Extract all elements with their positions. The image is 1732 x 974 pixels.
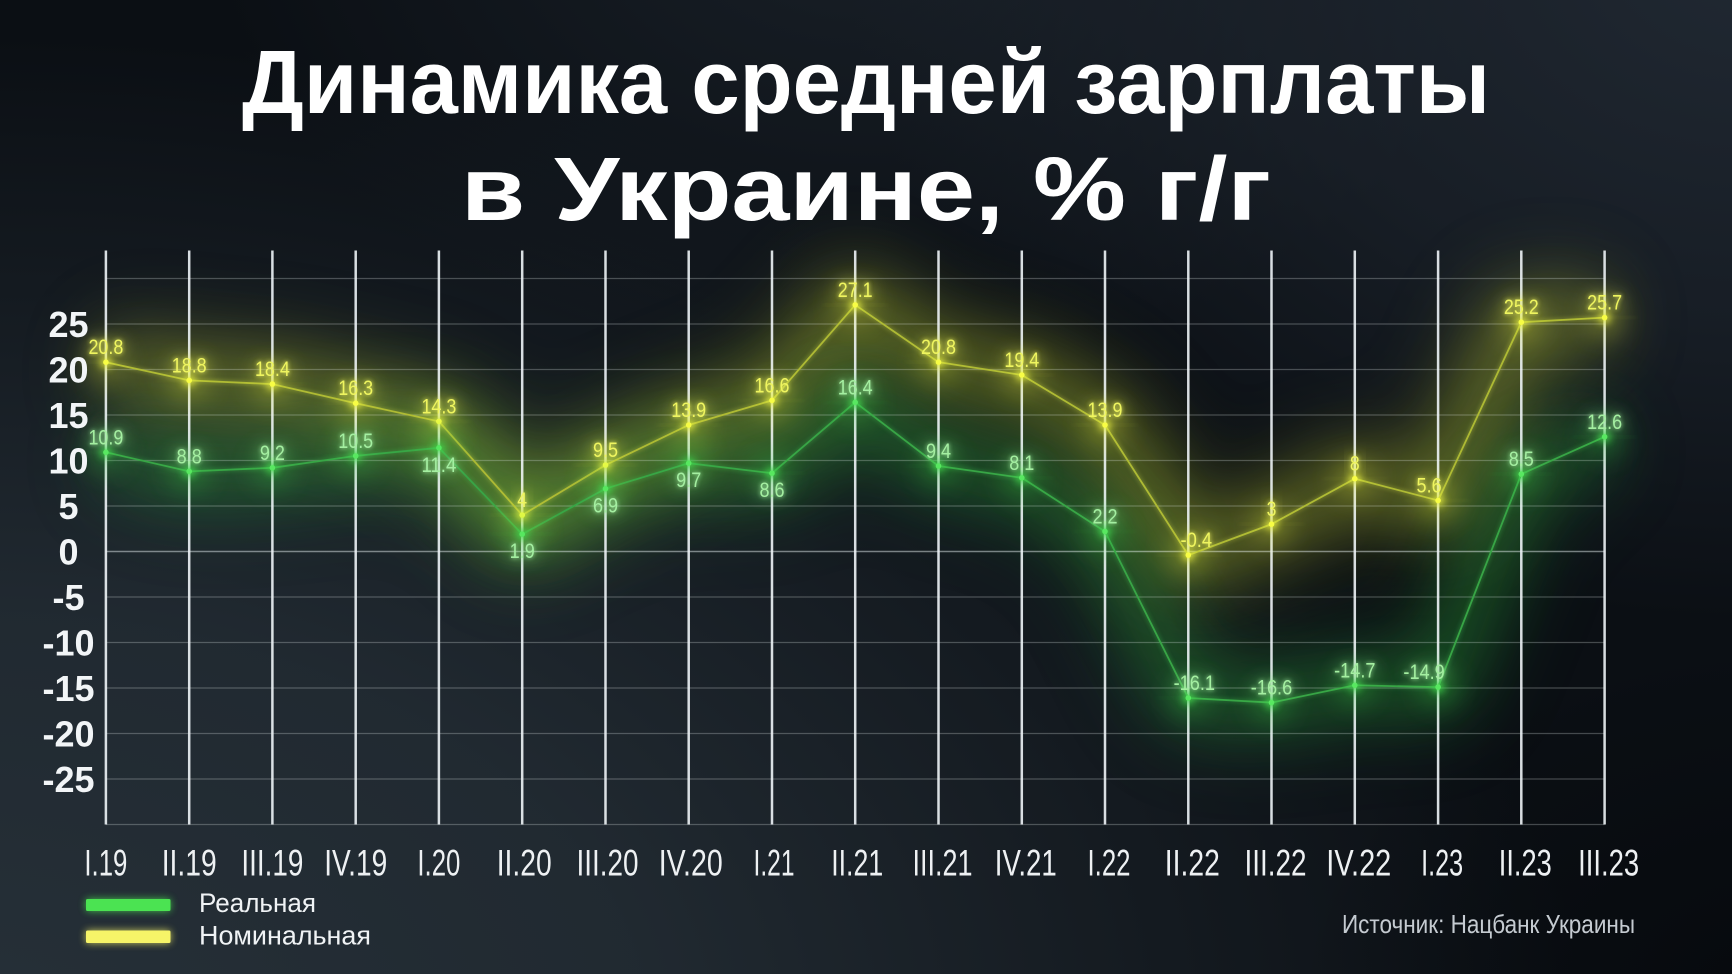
- svg-text:I.22: I.22: [1088, 843, 1131, 884]
- svg-text:5.6: 5.6: [1417, 475, 1442, 498]
- svg-text:15: 15: [48, 395, 88, 436]
- svg-text:1.9: 1.9: [510, 540, 535, 563]
- svg-text:5: 5: [58, 486, 78, 527]
- svg-text:14.3: 14.3: [421, 395, 456, 418]
- svg-text:IV.22: IV.22: [1326, 843, 1391, 884]
- svg-text:25.2: 25.2: [1504, 296, 1539, 319]
- svg-text:-15: -15: [42, 668, 94, 709]
- svg-text:3: 3: [1267, 498, 1277, 521]
- svg-text:II.19: II.19: [162, 843, 217, 884]
- svg-text:16.3: 16.3: [338, 377, 373, 400]
- svg-text:8.5: 8.5: [1509, 448, 1534, 471]
- svg-text:0: 0: [58, 532, 78, 573]
- svg-text:9.4: 9.4: [926, 440, 951, 463]
- svg-text:IV.21: IV.21: [995, 843, 1057, 884]
- svg-text:II.20: II.20: [497, 843, 552, 884]
- svg-text:-16.6: -16.6: [1251, 677, 1292, 700]
- svg-text:Источник: Нацбанк Украины: Источник: Нацбанк Украины: [1342, 909, 1635, 939]
- svg-text:9.5: 9.5: [593, 439, 618, 462]
- svg-text:8: 8: [1350, 453, 1360, 476]
- svg-text:-16.1: -16.1: [1174, 672, 1215, 695]
- svg-text:11.4: 11.4: [421, 454, 456, 477]
- svg-text:-0.4: -0.4: [1181, 529, 1213, 552]
- svg-text:III.20: III.20: [577, 843, 639, 884]
- svg-text:III.22: III.22: [1245, 843, 1307, 884]
- svg-text:13.9: 13.9: [1088, 399, 1123, 422]
- svg-text:4: 4: [517, 489, 527, 512]
- svg-text:10: 10: [48, 441, 88, 482]
- svg-text:20.8: 20.8: [921, 336, 956, 359]
- svg-text:20: 20: [48, 350, 88, 391]
- svg-text:IV.20: IV.20: [659, 843, 723, 884]
- svg-text:Номинальная: Номинальная: [199, 921, 371, 951]
- svg-text:13.9: 13.9: [671, 399, 706, 422]
- svg-text:8.6: 8.6: [759, 479, 784, 502]
- svg-text:III.19: III.19: [241, 843, 303, 884]
- svg-text:2.2: 2.2: [1092, 506, 1117, 529]
- svg-text:I.21: I.21: [754, 843, 795, 884]
- svg-text:25: 25: [48, 304, 88, 345]
- svg-text:8.1: 8.1: [1009, 452, 1034, 475]
- svg-text:16.4: 16.4: [838, 376, 873, 399]
- svg-text:I.23: I.23: [1421, 843, 1463, 884]
- svg-text:6.9: 6.9: [593, 495, 618, 518]
- svg-text:-5: -5: [52, 577, 84, 618]
- svg-text:25.7: 25.7: [1587, 292, 1622, 315]
- svg-text:12.6: 12.6: [1587, 411, 1622, 434]
- svg-text:-25: -25: [42, 759, 94, 800]
- svg-text:18.4: 18.4: [255, 358, 290, 381]
- svg-text:II.21: II.21: [831, 843, 883, 884]
- svg-text:I.20: I.20: [417, 843, 460, 884]
- svg-text:III.23: III.23: [1578, 843, 1639, 884]
- svg-text:-20: -20: [42, 714, 94, 755]
- svg-text:27.1: 27.1: [838, 279, 873, 302]
- svg-text:10.9: 10.9: [88, 426, 123, 449]
- svg-text:-14.9: -14.9: [1403, 661, 1444, 684]
- svg-text:в Украине, % г/г: в Украине, % г/г: [461, 140, 1271, 240]
- svg-text:Динамика средней зарплаты: Динамика средней зарплаты: [242, 33, 1490, 133]
- svg-text:9.7: 9.7: [676, 469, 701, 492]
- svg-text:Реальная: Реальная: [199, 888, 316, 918]
- svg-text:9.2: 9.2: [260, 442, 285, 465]
- svg-text:20.8: 20.8: [88, 336, 123, 359]
- svg-text:10.5: 10.5: [338, 430, 373, 453]
- svg-text:19.4: 19.4: [1004, 349, 1039, 372]
- svg-text:I.19: I.19: [84, 843, 127, 884]
- svg-text:-10: -10: [42, 623, 94, 664]
- svg-text:18.8: 18.8: [172, 354, 207, 377]
- svg-text:-14.7: -14.7: [1334, 659, 1375, 682]
- svg-text:IV.19: IV.19: [324, 843, 387, 884]
- svg-text:II.22: II.22: [1165, 843, 1220, 884]
- svg-text:III.21: III.21: [913, 843, 973, 884]
- svg-text:II.23: II.23: [1499, 843, 1552, 884]
- svg-text:8.8: 8.8: [177, 445, 202, 468]
- svg-text:16.6: 16.6: [755, 374, 790, 397]
